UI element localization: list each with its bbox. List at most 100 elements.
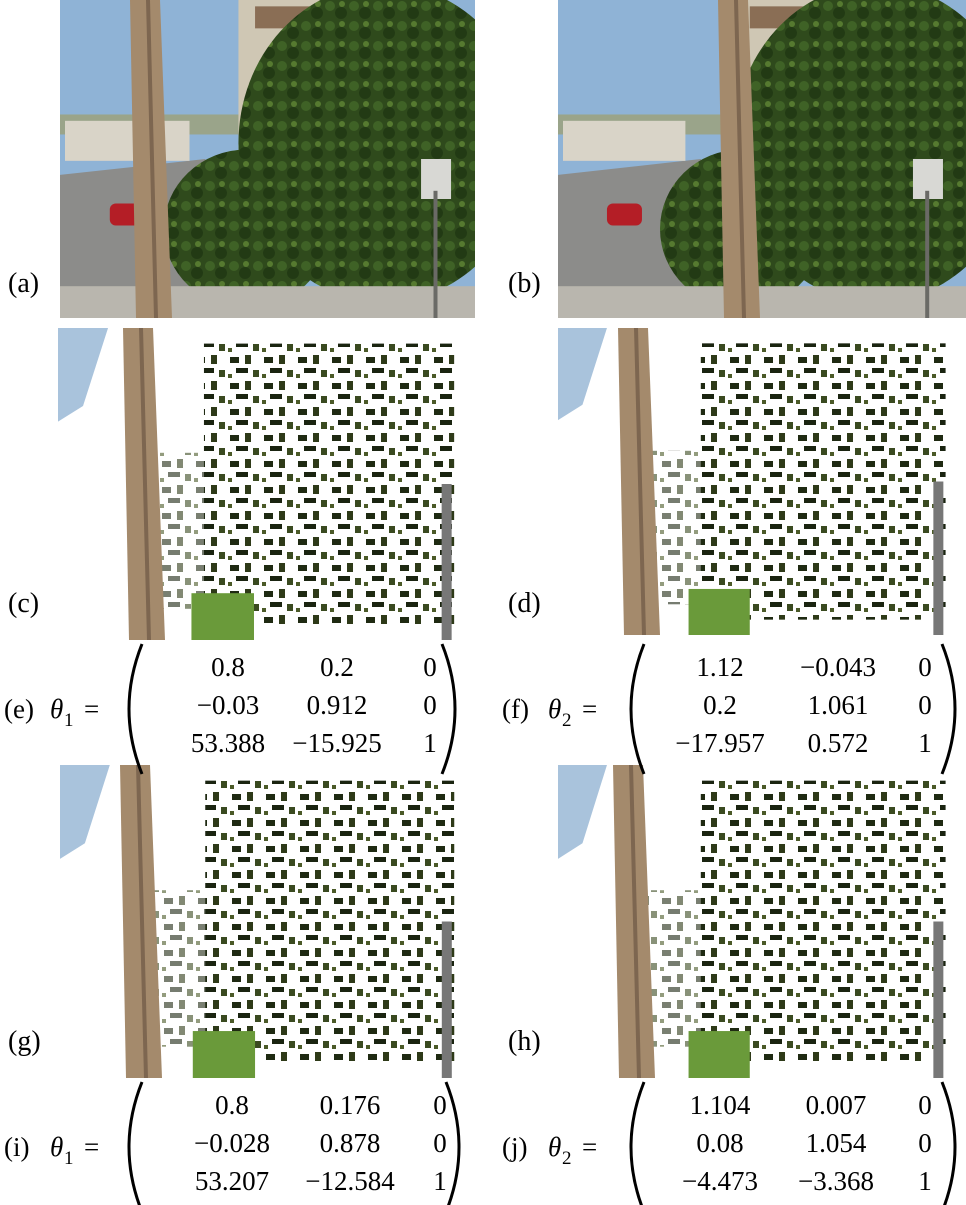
right-paren	[442, 644, 455, 774]
matrix-entry: 0.912	[307, 690, 368, 720]
scene	[60, 765, 475, 1078]
scene	[558, 0, 966, 318]
matrix-entry: 0	[423, 652, 437, 682]
equation-label: (e)	[4, 694, 34, 724]
scene	[60, 0, 529, 318]
matrix-entry: 1	[918, 1166, 932, 1196]
matrix-entry: −3.368	[798, 1166, 874, 1196]
symbol: θ	[50, 1132, 63, 1162]
sidewalk	[60, 286, 475, 318]
panel-label: (a)	[8, 268, 39, 299]
matrix-entry: 0.572	[808, 728, 869, 758]
matrix-entry: 0	[918, 1090, 932, 1120]
matrix-entry: 0.878	[320, 1128, 381, 1158]
symbol: θ	[50, 694, 63, 724]
matrix-entry: −0.028	[194, 1128, 270, 1158]
houses	[563, 121, 685, 161]
scene	[558, 328, 966, 635]
matrix-entry: 0.176	[320, 1090, 381, 1120]
scene	[58, 328, 475, 640]
matrix-equation: (f) θ2 = 1.12 −0.043 0 0.2 1.061 0 −17.957 0.572 1	[502, 644, 955, 774]
matrix-entry: 0	[433, 1128, 447, 1158]
matrix-entry: 53.207	[195, 1166, 269, 1196]
sign-post	[925, 191, 929, 318]
left-paren	[129, 1082, 142, 1205]
matrix-entry: −0.043	[800, 652, 876, 682]
matrix-equation: (j) θ2 = 1.104 0.007 0 0.08 1.054 0 −4.473 −3.368 1	[502, 1082, 955, 1205]
symbol: θ	[548, 694, 561, 724]
car	[607, 204, 642, 226]
image-panel	[60, 0, 529, 318]
relation: =	[582, 694, 597, 724]
image-panel	[558, 765, 966, 1078]
panel-label: (d)	[508, 588, 541, 619]
post	[442, 484, 452, 640]
matrix-entry: −0.03	[197, 690, 259, 720]
right-paren	[942, 644, 955, 774]
matrix-entry: 0	[918, 1128, 932, 1158]
post	[933, 922, 943, 1079]
matrix-entry: 0.2	[703, 690, 737, 720]
matrix-entry: 0.08	[696, 1128, 743, 1158]
equation-label: (i)	[4, 1132, 29, 1162]
left-paren	[129, 644, 142, 774]
matrix-entry: 0	[918, 690, 932, 720]
left-paren	[631, 644, 644, 774]
relation: =	[84, 1132, 99, 1162]
panel-label: (h)	[508, 1026, 541, 1057]
post	[442, 922, 452, 1079]
subscript: 2	[562, 710, 572, 731]
matrix-entry: 0.8	[215, 1090, 249, 1120]
matrix-entry: −15.925	[292, 728, 381, 758]
matrix-entry: 0.8	[211, 652, 245, 682]
houses	[65, 121, 190, 161]
matrix-entry: 1.104	[690, 1090, 751, 1120]
figure: (a)(b)(c)(d)(g)(h)(e)θ1=0.80.20−0.030.91…	[0, 0, 966, 1205]
matrix-entry: 1.054	[806, 1128, 867, 1158]
subscript: 2	[562, 1148, 572, 1169]
matrix-entry: 1	[433, 1166, 447, 1196]
matrix-entry: 0.2	[320, 652, 354, 682]
relation: =	[84, 694, 99, 724]
bush	[689, 1031, 750, 1078]
bush	[191, 593, 254, 640]
image-panel	[558, 328, 966, 635]
right-paren	[446, 1082, 459, 1205]
foliage	[640, 890, 742, 1046]
image-panel	[558, 0, 966, 318]
scene	[558, 765, 966, 1078]
image-panel	[58, 328, 475, 640]
matrix-entry: 53.388	[191, 728, 265, 758]
panel-label: (b)	[508, 268, 541, 299]
symbol: θ	[548, 1132, 561, 1162]
right-paren	[942, 1082, 955, 1205]
matrix-equation: (e)θ1=0.80.20−0.030.912053.388−15.9251	[4, 644, 455, 774]
matrix-entry: 1	[423, 728, 437, 758]
subscript: 1	[64, 710, 74, 731]
matrix-entry: −17.957	[675, 728, 764, 758]
matrix-entry: 0.007	[806, 1090, 867, 1120]
shrub	[164, 149, 330, 308]
bush	[689, 589, 750, 635]
bush	[193, 1031, 255, 1078]
image-panel	[60, 765, 475, 1078]
equation-label: (j)	[502, 1132, 527, 1162]
matrix-entry: −4.473	[682, 1166, 758, 1196]
equation-label: (f)	[502, 694, 529, 724]
subscript: 1	[64, 1148, 74, 1169]
matrix-entry: 0	[918, 652, 932, 682]
sidewalk	[558, 286, 966, 318]
relation: =	[582, 1132, 597, 1162]
left-paren	[631, 1082, 644, 1205]
post	[933, 482, 943, 636]
matrix-entry: 0	[423, 690, 437, 720]
panel-label: (c)	[8, 588, 39, 619]
matrix-entry: 0	[433, 1090, 447, 1120]
sign-post	[434, 191, 438, 318]
panel-label: (g)	[8, 1026, 41, 1057]
matrix-entry: 1.061	[808, 690, 869, 720]
matrix-entry: −12.584	[305, 1166, 395, 1196]
matrix-entry: 1.12	[696, 652, 743, 682]
matrix-entry: 1	[918, 728, 932, 758]
